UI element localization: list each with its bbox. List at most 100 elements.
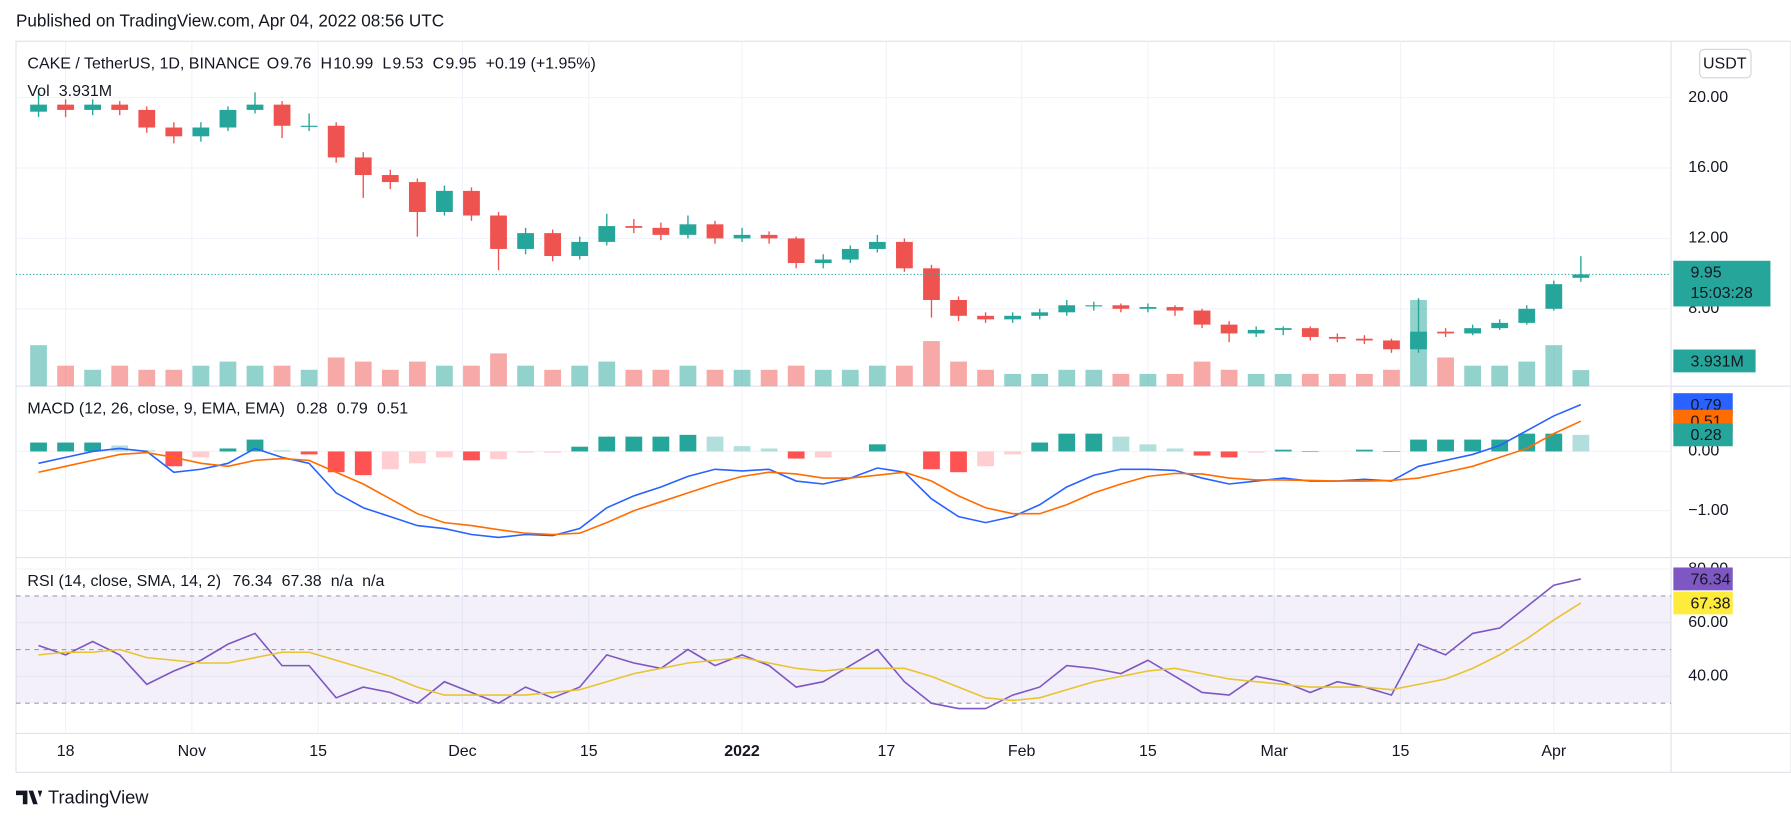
candle-body bbox=[977, 315, 994, 320]
macd-histogram-bar bbox=[327, 451, 345, 473]
volume-tag-bg bbox=[1673, 349, 1756, 373]
macd-histogram-bar bbox=[733, 446, 751, 452]
macd-histogram-bar bbox=[814, 451, 832, 458]
candle-body bbox=[1328, 336, 1346, 339]
macd-histogram-bar bbox=[1004, 451, 1022, 455]
volume-bar bbox=[1085, 369, 1103, 387]
macd-histogram-bar bbox=[1166, 448, 1184, 452]
macd-histogram-bar bbox=[84, 442, 102, 452]
x-tick-label: 17 bbox=[877, 743, 895, 760]
volume-bar bbox=[1220, 369, 1238, 387]
candle-body bbox=[1464, 328, 1482, 334]
candle-body bbox=[84, 104, 102, 110]
rsi-line bbox=[38, 602, 1582, 702]
candle-body bbox=[463, 190, 480, 216]
volume-bar bbox=[679, 365, 697, 387]
volume-bar bbox=[1193, 361, 1211, 387]
candle-body bbox=[787, 238, 805, 264]
macd-histogram-bar bbox=[463, 451, 480, 461]
candle-body bbox=[1301, 328, 1319, 337]
rsi-value: 76.34 bbox=[233, 573, 273, 590]
volume-bar bbox=[923, 341, 940, 387]
volume-bar bbox=[436, 365, 453, 387]
candle-body bbox=[1112, 305, 1130, 309]
candle-body bbox=[1410, 331, 1427, 350]
volume-bar bbox=[30, 345, 47, 387]
rsi-na: n/a bbox=[331, 573, 353, 590]
macd-histogram-bar bbox=[381, 451, 399, 470]
signal-value: 0.51 bbox=[377, 400, 408, 417]
macd-histogram-bar bbox=[1356, 449, 1373, 452]
candle-body bbox=[517, 233, 534, 249]
candle-body bbox=[1491, 322, 1509, 329]
candle-body bbox=[354, 157, 372, 176]
macd-histogram-bar bbox=[1193, 451, 1211, 456]
volume-bar bbox=[1491, 365, 1509, 387]
candle-body bbox=[1274, 328, 1292, 330]
y-tick-label: 12.00 bbox=[1688, 230, 1728, 247]
candle-body bbox=[219, 109, 237, 128]
volume-bar bbox=[706, 369, 724, 387]
candle-body bbox=[706, 224, 724, 239]
candle-body bbox=[598, 226, 616, 242]
volume-bar bbox=[1004, 373, 1022, 387]
candle-body bbox=[1193, 310, 1211, 325]
macd-histogram-bar bbox=[706, 436, 724, 452]
x-tick-label: Nov bbox=[178, 743, 206, 760]
candle-body bbox=[1572, 274, 1590, 278]
volume-bar bbox=[1031, 373, 1049, 387]
macd-histogram-bar bbox=[1545, 433, 1563, 452]
logo-mark bbox=[15, 790, 43, 805]
candle-body bbox=[165, 127, 183, 137]
macd-histogram-bar bbox=[1383, 451, 1400, 453]
candle-body bbox=[733, 234, 751, 239]
volume-bar bbox=[625, 369, 643, 387]
currency-button[interactable] bbox=[1699, 48, 1752, 79]
macd-histogram-bar bbox=[1464, 439, 1482, 452]
candle-body bbox=[1220, 324, 1238, 334]
candle-body bbox=[1383, 340, 1400, 350]
macd-title: MACD (12, 26, close, 9, EMA, EMA) bbox=[27, 400, 285, 417]
candle-body bbox=[30, 104, 47, 112]
volume-bar bbox=[273, 365, 291, 387]
candle-body bbox=[896, 241, 913, 269]
volume-bar bbox=[1139, 373, 1157, 387]
volume-title: Vol bbox=[27, 83, 49, 100]
currency-label[interactable]: USDT bbox=[1703, 55, 1747, 72]
macd-histogram-bar bbox=[923, 451, 940, 470]
macd-histogram-bar bbox=[436, 451, 453, 458]
publish-header: Published on TradingView.com, Apr 04, 20… bbox=[16, 10, 444, 30]
macd-tag: 0.79 bbox=[1690, 397, 1721, 414]
candle-body bbox=[950, 299, 967, 316]
candle-body bbox=[1031, 312, 1049, 316]
candle-body bbox=[138, 109, 156, 128]
macd-histogram-bar bbox=[1139, 444, 1157, 452]
rsi-title: RSI (14, close, SMA, 14, 2) bbox=[27, 573, 221, 590]
candle-body bbox=[273, 104, 291, 126]
volume-bar bbox=[977, 369, 994, 387]
macd-histogram-bar bbox=[165, 451, 183, 467]
macd-hist-tag-bg bbox=[1673, 423, 1733, 447]
volume-bar bbox=[1437, 357, 1454, 387]
volume-bar bbox=[733, 369, 751, 387]
candle-body bbox=[1004, 315, 1022, 320]
rsi-tag: 76.34 bbox=[1690, 571, 1730, 588]
volume-bar bbox=[544, 369, 562, 387]
volume-bar bbox=[327, 357, 345, 387]
macd-histogram-bar bbox=[1410, 439, 1427, 452]
macd-histogram-bar bbox=[219, 448, 237, 452]
candle-body bbox=[1139, 307, 1157, 309]
macd-histogram-bar bbox=[787, 451, 805, 459]
x-tick-label: 15 bbox=[1139, 743, 1157, 760]
macd-histogram-bar bbox=[1301, 451, 1319, 453]
x-tick-label: Feb bbox=[1008, 743, 1036, 760]
ohlc-value: 10.99 bbox=[333, 55, 373, 72]
x-tick-label: Mar bbox=[1260, 743, 1288, 760]
volume-bar bbox=[57, 365, 74, 387]
candle-body bbox=[814, 259, 832, 264]
volume-bar bbox=[1058, 369, 1076, 387]
volume-bar bbox=[1112, 373, 1130, 387]
candle-body bbox=[1247, 329, 1265, 334]
macd-histogram-bar bbox=[544, 451, 562, 453]
symbol-title: CAKE / TetherUS, 1D, BINANCE bbox=[27, 55, 259, 72]
